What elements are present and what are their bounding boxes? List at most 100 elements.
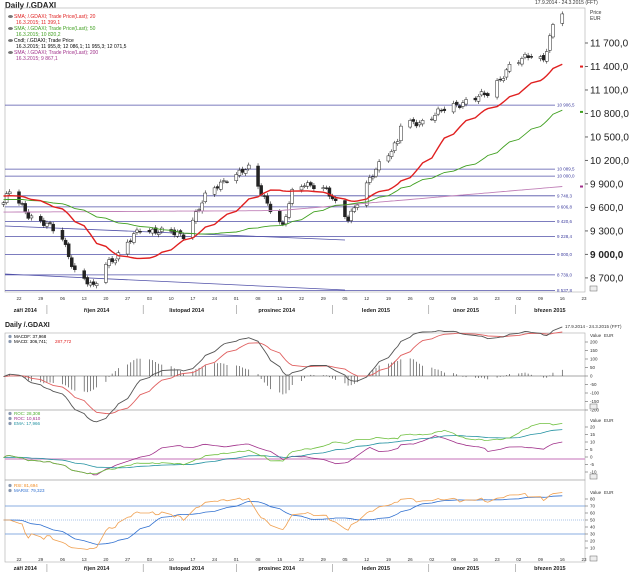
date-tick-label: 23: [495, 557, 501, 562]
value-axis-label: -200: [590, 408, 600, 413]
axis-unit: EUR: [604, 333, 614, 338]
candle: [156, 232, 161, 235]
candle: [110, 258, 114, 262]
legend-entry[interactable]: SMA; /.GDAXI; Trade Price(Last); 200 16.3…: [8, 50, 126, 62]
candle: [395, 141, 400, 144]
candle: [234, 174, 239, 182]
date-range: 17.9.2014 - 24.3.2015 (FFT): [535, 0, 598, 6]
legend-entry[interactable]: Cndl; /.GDAXI; Trade Price 16.3.2015; 11 …: [8, 38, 126, 50]
value-axis-label: 10: [590, 440, 596, 445]
candle: [51, 223, 55, 232]
eye-icon[interactable]: [8, 27, 13, 30]
candle: [113, 259, 117, 264]
candle: [222, 180, 226, 182]
eye-icon[interactable]: [8, 39, 13, 42]
candle: [200, 202, 204, 212]
candle: [70, 257, 74, 267]
candle: [147, 230, 152, 232]
candle: [343, 200, 347, 217]
candle: [529, 56, 533, 58]
candle: [256, 165, 260, 187]
axis-unit: EUR: [590, 16, 601, 22]
date-tick-label: 20: [103, 296, 109, 301]
candle: [60, 229, 65, 240]
candle: [73, 265, 77, 270]
price-axis-label: 9 000,0: [590, 250, 624, 261]
date-tick-label: 23: [495, 296, 501, 301]
candle: [26, 211, 31, 219]
date-tick-label: 29: [321, 296, 327, 301]
eye-icon: [8, 483, 12, 488]
eye-icon: [8, 334, 12, 339]
axis-title: Value: [590, 490, 602, 495]
date-tick-label: 09: [538, 296, 544, 301]
value-axis-label: 0: [590, 455, 593, 460]
candle: [287, 203, 291, 218]
month-label: leden 2015: [362, 566, 390, 572]
panel-settings-icon[interactable]: [589, 473, 598, 480]
date-tick-label: 02: [429, 296, 435, 301]
panel-legend-label: MARSI: 79,323: [14, 488, 45, 493]
date-tick-label: 29: [38, 296, 44, 301]
support-level-label: 10 906,5: [557, 103, 575, 108]
legend-entry[interactable]: SMA; /.GDAXI; Trade Price(Last); 50 16.3.…: [8, 26, 126, 38]
candle: [364, 182, 369, 206]
candle: [45, 222, 49, 227]
candle: [262, 195, 266, 197]
value-axis-label: 20: [590, 539, 596, 544]
month-label: září 2014: [14, 308, 38, 314]
candle: [212, 187, 217, 195]
rsi-line: [3, 492, 563, 550]
candle: [389, 151, 394, 157]
date-tick-label: 10: [169, 557, 175, 562]
candle: [150, 228, 155, 234]
date-tick-label: 27: [125, 296, 131, 301]
candle: [299, 186, 304, 191]
panel-legend-label: ROC: 10,610: [14, 416, 41, 421]
candle: [476, 96, 481, 102]
date-tick-label: 22: [299, 296, 305, 301]
eye-icon[interactable]: [8, 15, 13, 18]
candle: [486, 93, 490, 96]
price-panel: [4, 7, 586, 293]
candle: [507, 64, 512, 72]
candle: [346, 216, 350, 222]
candle: [352, 207, 357, 212]
date-tick-label: 02: [516, 296, 522, 301]
candle: [246, 164, 251, 170]
candle: [324, 187, 329, 189]
support-level-label: 9 228,4: [557, 234, 573, 239]
month-label: prosinec 2014: [258, 566, 296, 572]
candle: [85, 277, 90, 285]
legend-entry[interactable]: SMA; /.GDAXI; Trade Price(Last); 20 16.3.…: [8, 14, 126, 26]
sma20-line: [3, 63, 563, 260]
price-axis-label: 10 800,0: [590, 109, 629, 120]
macd-title: Daily /.GDAXI: [5, 322, 50, 329]
date-tick-label: 08: [256, 296, 262, 301]
candle: [520, 58, 524, 65]
candle: [281, 222, 285, 225]
eye-icon: [8, 488, 12, 493]
candle: [42, 220, 46, 226]
candle: [498, 78, 502, 81]
sma50-line: [3, 109, 563, 235]
candle: [433, 115, 437, 121]
panel-settings-icon[interactable]: [589, 285, 598, 292]
panel-settings-icon[interactable]: [589, 403, 598, 410]
candle: [399, 125, 403, 141]
value-axis-label: 15: [590, 432, 596, 437]
legend-value: 16.3.2015; 11 399,1: [16, 20, 61, 26]
panel-settings-icon[interactable]: [589, 555, 598, 562]
date-tick-label: 01: [234, 557, 240, 562]
date-tick-label: 27: [125, 557, 131, 562]
date-tick-label: 05: [342, 557, 348, 562]
date-tick-label: 29: [38, 557, 44, 562]
price-axis-label: 11 100,0: [590, 85, 629, 96]
candle: [451, 103, 456, 113]
eye-icon[interactable]: [8, 51, 13, 54]
candle: [278, 210, 282, 223]
candle: [237, 169, 242, 176]
candle: [504, 69, 509, 78]
sma200-marker: [580, 185, 583, 188]
